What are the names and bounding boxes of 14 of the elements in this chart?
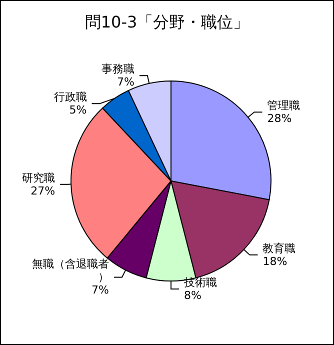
data-label: 7% — [116, 76, 134, 89]
data-label: 8% — [184, 289, 202, 302]
slice-label: 行政職 — [54, 90, 87, 104]
chart-title: 問10-3「分野・職位」 — [84, 12, 250, 32]
slice-label: 研究職 — [22, 171, 56, 184]
data-label: 5% — [69, 104, 87, 117]
data-label: 27% — [30, 184, 56, 198]
data-label: 18% — [262, 254, 288, 268]
slice-label: 無職（含退職者） — [32, 258, 109, 284]
slice-label: 事務職 — [101, 62, 134, 76]
slice-label: 教育職 — [262, 242, 296, 255]
data-label: 7% — [92, 284, 109, 297]
data-label: 28% — [267, 112, 292, 126]
slice-label: 管理職 — [267, 99, 300, 112]
